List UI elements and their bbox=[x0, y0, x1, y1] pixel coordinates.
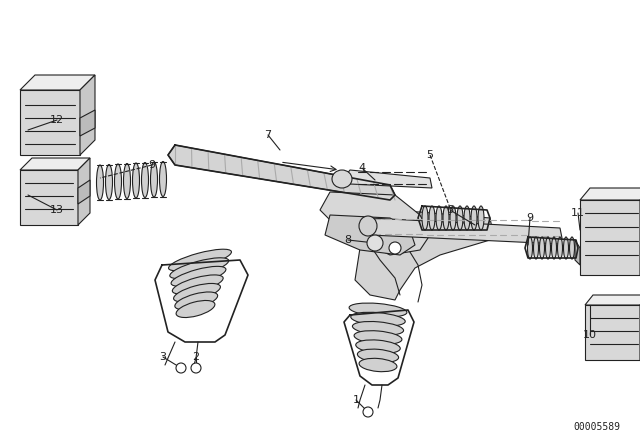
Polygon shape bbox=[78, 158, 90, 225]
Circle shape bbox=[176, 363, 186, 373]
Ellipse shape bbox=[464, 206, 470, 230]
Polygon shape bbox=[580, 200, 640, 275]
Ellipse shape bbox=[97, 165, 104, 200]
Ellipse shape bbox=[354, 331, 402, 345]
Ellipse shape bbox=[557, 237, 563, 259]
Ellipse shape bbox=[175, 292, 218, 310]
Text: 9: 9 bbox=[527, 213, 534, 223]
Ellipse shape bbox=[429, 206, 435, 230]
Text: 2: 2 bbox=[193, 352, 200, 362]
Polygon shape bbox=[355, 210, 492, 300]
Ellipse shape bbox=[353, 322, 404, 335]
Text: 4: 4 bbox=[358, 163, 365, 173]
Ellipse shape bbox=[332, 170, 352, 188]
Ellipse shape bbox=[422, 206, 428, 230]
Text: 13: 13 bbox=[50, 205, 64, 215]
Text: 3: 3 bbox=[159, 352, 166, 362]
Polygon shape bbox=[80, 75, 95, 155]
Ellipse shape bbox=[563, 237, 568, 259]
Ellipse shape bbox=[173, 284, 220, 302]
Ellipse shape bbox=[356, 340, 400, 353]
Circle shape bbox=[389, 242, 401, 254]
Ellipse shape bbox=[172, 275, 223, 294]
Ellipse shape bbox=[450, 206, 456, 230]
Ellipse shape bbox=[478, 206, 484, 230]
Polygon shape bbox=[320, 192, 430, 255]
Text: 11: 11 bbox=[571, 208, 585, 218]
Polygon shape bbox=[168, 145, 395, 200]
Polygon shape bbox=[20, 170, 78, 225]
Circle shape bbox=[191, 363, 201, 373]
Ellipse shape bbox=[359, 358, 397, 372]
Ellipse shape bbox=[527, 237, 532, 259]
Polygon shape bbox=[80, 110, 95, 136]
Polygon shape bbox=[585, 305, 640, 360]
Ellipse shape bbox=[570, 237, 575, 259]
Ellipse shape bbox=[150, 162, 157, 197]
Ellipse shape bbox=[159, 161, 166, 197]
Ellipse shape bbox=[106, 164, 113, 199]
Ellipse shape bbox=[436, 206, 442, 230]
Circle shape bbox=[367, 235, 383, 251]
Ellipse shape bbox=[132, 163, 140, 198]
Polygon shape bbox=[575, 240, 580, 265]
Ellipse shape bbox=[115, 164, 122, 199]
Text: 6: 6 bbox=[447, 205, 454, 215]
Ellipse shape bbox=[359, 216, 377, 236]
Polygon shape bbox=[78, 180, 90, 204]
Polygon shape bbox=[365, 218, 562, 244]
Text: 00005589: 00005589 bbox=[573, 422, 620, 432]
Ellipse shape bbox=[457, 206, 463, 230]
Ellipse shape bbox=[171, 267, 226, 286]
Text: 5: 5 bbox=[426, 150, 433, 160]
Ellipse shape bbox=[124, 164, 131, 198]
Ellipse shape bbox=[349, 303, 407, 317]
Text: 10: 10 bbox=[583, 330, 597, 340]
Ellipse shape bbox=[141, 163, 148, 198]
Polygon shape bbox=[585, 295, 640, 305]
Ellipse shape bbox=[471, 206, 477, 230]
Circle shape bbox=[363, 407, 373, 417]
Polygon shape bbox=[580, 188, 640, 200]
Ellipse shape bbox=[170, 258, 228, 279]
Ellipse shape bbox=[443, 206, 449, 230]
Ellipse shape bbox=[357, 349, 399, 362]
Ellipse shape bbox=[351, 312, 405, 326]
Text: 9: 9 bbox=[148, 160, 156, 170]
Polygon shape bbox=[20, 90, 80, 155]
Text: 8: 8 bbox=[344, 235, 351, 245]
Ellipse shape bbox=[540, 237, 545, 259]
Text: 7: 7 bbox=[264, 130, 271, 140]
Polygon shape bbox=[20, 158, 90, 170]
Text: 12: 12 bbox=[50, 115, 64, 125]
Polygon shape bbox=[342, 170, 432, 188]
Ellipse shape bbox=[552, 237, 557, 259]
Ellipse shape bbox=[545, 237, 550, 259]
Ellipse shape bbox=[176, 301, 215, 318]
Ellipse shape bbox=[534, 237, 538, 259]
Text: 1: 1 bbox=[353, 395, 360, 405]
Ellipse shape bbox=[168, 249, 232, 271]
Polygon shape bbox=[325, 215, 415, 255]
Polygon shape bbox=[20, 75, 95, 90]
